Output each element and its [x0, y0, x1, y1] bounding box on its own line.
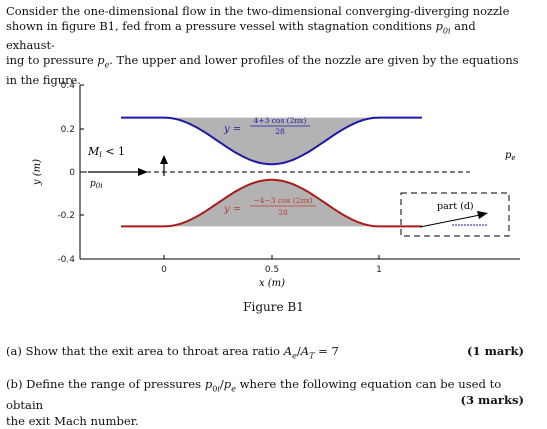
lower-profile-curve: [121, 178, 422, 228]
question-a: (a) Show that the exit area to throat ar…: [6, 344, 524, 360]
svg-text:28: 28: [275, 127, 285, 136]
intro-line-3b: . The upper and lower profiles of the no…: [109, 53, 519, 68]
ytick-label: 0.4: [61, 81, 76, 91]
question-a-text: (a) Show that the exit area to throat ar…: [6, 344, 339, 361]
part-d-arrow: [419, 214, 481, 228]
part-d-box: [400, 192, 510, 237]
svg-text:y =: y =: [223, 124, 241, 135]
svg-text:28: 28: [278, 208, 288, 217]
nozzle-figure: 0.4 0.2 0 -0.2 -0.4 0 0.5 1 x (m) y (m) …: [32, 81, 520, 289]
p0i-label: p0i: [90, 179, 102, 190]
lower-wall-fill: [121, 179, 422, 227]
inflow-arrowhead: [138, 168, 148, 176]
svg-text:y =: y =: [223, 204, 241, 215]
svg-text:−4−3 cos (2πx): −4−3 cos (2πx): [253, 196, 312, 205]
question-b-line-2: the exit Mach number.: [6, 414, 139, 429]
part-d-label: part (d): [437, 201, 474, 212]
figure-caption: Figure B1: [243, 300, 304, 314]
intro-line-3a: ing to pressure: [6, 53, 98, 68]
intro-line-2a: shown in figure B1, fed from a pressure …: [6, 18, 436, 33]
xtick-label: 0.5: [265, 265, 279, 275]
ytick-label: -0.4: [57, 255, 75, 265]
y-axis-label: y (m): [32, 159, 43, 186]
x-axis-label: x (m): [259, 278, 285, 289]
xtick-label: 1: [376, 265, 382, 275]
intro-line-2b: and exhaust-: [6, 18, 476, 53]
p0i-symbol: p0i: [435, 18, 451, 35]
upper-wall-fill: [121, 117, 422, 165]
svg-text:4+3 cos (2πx): 4+3 cos (2πx): [254, 116, 307, 125]
ytick-label: 0.2: [61, 125, 75, 135]
mach-label: Mi < 1: [87, 145, 125, 159]
question-b-line-1: (b) Define the range of pressures p0i/pe…: [6, 377, 502, 413]
xtick-label: 0: [161, 265, 167, 275]
lower-equation: y = −4−3 cos (2πx) 28: [223, 196, 316, 217]
vertical-arrowhead: [160, 155, 168, 164]
ytick-label: -0.2: [57, 211, 75, 221]
intro-line-4: in the figure.: [6, 72, 81, 87]
question-a-marks: (1 mark): [467, 344, 524, 358]
pe-label: pe: [505, 150, 516, 162]
question-b: (b) Define the range of pressures p0i/pe…: [6, 376, 524, 429]
intro-paragraph: Consider the one-dimensional flow in the…: [6, 4, 526, 88]
intro-line-1: Consider the one-dimensional flow in the…: [6, 4, 510, 18]
upper-profile-curve: [121, 116, 422, 166]
question-b-marks: (3 marks): [460, 393, 524, 407]
upper-equation: y = 4+3 cos (2πx) 28: [223, 116, 310, 136]
pe-symbol: pe: [97, 53, 110, 70]
part-d-arrowhead: [477, 211, 488, 219]
ytick-label: 0: [69, 168, 75, 178]
